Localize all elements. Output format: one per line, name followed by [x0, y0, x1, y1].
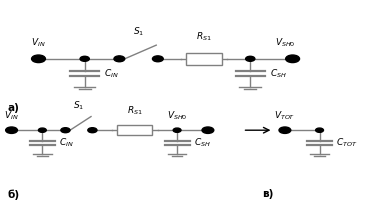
Text: а): а) — [8, 103, 20, 113]
Circle shape — [38, 128, 46, 132]
Text: $C_{IN}$: $C_{IN}$ — [104, 67, 119, 80]
Circle shape — [279, 127, 291, 133]
Circle shape — [80, 56, 89, 61]
Text: $C_{SH}$: $C_{SH}$ — [194, 137, 211, 149]
Text: $V_{IN}$: $V_{IN}$ — [4, 109, 19, 122]
Text: $C_{TOT}$: $C_{TOT}$ — [336, 137, 358, 149]
Circle shape — [202, 127, 214, 133]
Circle shape — [316, 128, 323, 132]
Text: $C_{SH}$: $C_{SH}$ — [270, 67, 286, 80]
Circle shape — [173, 128, 181, 132]
Text: $V_{IN}$: $V_{IN}$ — [31, 37, 46, 49]
Text: $S_1$: $S_1$ — [133, 25, 144, 38]
Text: в): в) — [262, 189, 273, 199]
Circle shape — [61, 128, 70, 133]
Circle shape — [6, 127, 17, 133]
Text: $R_{S1}$: $R_{S1}$ — [127, 104, 142, 117]
Bar — [186, 53, 222, 64]
Text: б): б) — [8, 189, 20, 200]
Circle shape — [286, 55, 300, 63]
Text: $V_{TOT}$: $V_{TOT}$ — [274, 109, 296, 122]
Text: $V_{SH0}$: $V_{SH0}$ — [275, 37, 295, 49]
Text: $S_1$: $S_1$ — [73, 100, 85, 112]
Circle shape — [246, 56, 255, 61]
Circle shape — [88, 128, 97, 133]
Text: $R_{S1}$: $R_{S1}$ — [196, 30, 212, 43]
Text: $C_{IN}$: $C_{IN}$ — [59, 137, 74, 149]
Bar — [117, 125, 152, 135]
Circle shape — [32, 55, 45, 63]
Circle shape — [152, 56, 163, 62]
Circle shape — [114, 56, 125, 62]
Text: $V_{SH0}$: $V_{SH0}$ — [167, 109, 187, 122]
